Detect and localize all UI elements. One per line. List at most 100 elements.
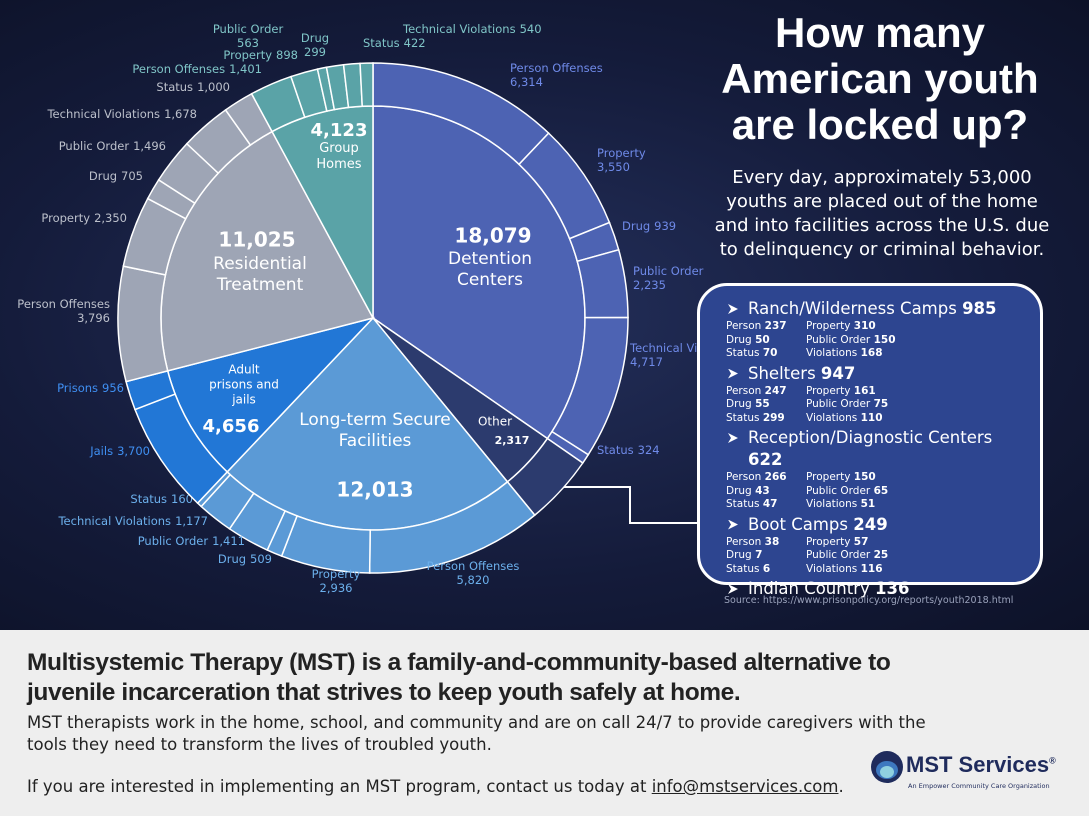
outer-label-value: 1,177 (175, 514, 208, 528)
item-value: 75 (873, 398, 889, 410)
facility-item: Violations 110 (806, 412, 926, 426)
outer-label-value: 160 (171, 492, 193, 506)
inner-value: 4,123 (310, 119, 368, 141)
inner-value: 4,656 (202, 415, 260, 437)
facility-item: Person 237 (726, 320, 806, 334)
item-label: Violations (806, 562, 858, 575)
outer-label-name: Person Offenses (510, 61, 603, 75)
facility-item: Violations 116 (806, 563, 926, 577)
outer-label: Status 422 (363, 36, 426, 50)
outer-label-name: Property (312, 567, 361, 581)
outer-label-value: 939 (654, 219, 676, 233)
body-text: MST therapists work in the home, school,… (27, 713, 926, 754)
facility-item: Status 47 (726, 498, 806, 512)
outer-label: Public Order 1,496 (59, 139, 166, 153)
facility-item: Person 38 (726, 536, 806, 550)
facility-name: Reception/Diagnostic Centers (748, 428, 993, 447)
item-value: 110 (860, 411, 883, 424)
facility-item: Public Order 75 (806, 398, 926, 412)
facility-panel: Ranch/Wilderness Camps 985 Person 237 Prop… (697, 283, 1043, 598)
outer-label-name: Person Offenses (427, 559, 520, 573)
facility-item: Public Order 65 (806, 485, 926, 499)
inner-name: Residential Treatment (213, 253, 307, 295)
item-value: 247 (764, 384, 787, 397)
outer-label-name: Public Order (138, 534, 209, 548)
item-value: 57 (853, 535, 869, 548)
facility-item: Public Order 25 (806, 549, 926, 563)
outer-label-value: 563 (237, 36, 259, 50)
item-value: 266 (764, 471, 787, 483)
item-value: 51 (860, 498, 876, 510)
facility-item: Violations 51 (806, 498, 926, 512)
outer-label-name: Prisons (57, 381, 98, 395)
facility-item: Status 6 (726, 563, 806, 577)
item-label: Public Order (806, 333, 871, 346)
item-label: Public Order (806, 398, 871, 410)
outer-label: Drug 705 (89, 169, 143, 183)
facility-item: Drug 7 (726, 549, 806, 563)
contact-end: . (838, 777, 844, 796)
outer-label-name: Jails (89, 444, 113, 458)
facility-items: Person 247 Property 161 Drug 55 Public Orde… (724, 385, 1028, 426)
item-value: 161 (853, 384, 876, 397)
inner-value: 12,013 (336, 477, 414, 502)
outer-label-name: Drug (218, 552, 246, 566)
item-value: 7 (755, 549, 763, 561)
outer-label-value: 324 (638, 443, 660, 457)
outer-label-name: Person Offenses (17, 297, 110, 311)
logo-mark: ® (1049, 755, 1056, 766)
outer-label: Technical Violations 540 (402, 22, 542, 36)
item-label: Property (806, 320, 851, 332)
contact-text: If you are interested in implementing an… (27, 777, 647, 796)
facility-heading: Shelters 947 (724, 363, 1028, 385)
outer-label-name: Status (130, 492, 167, 506)
item-label: Person (726, 471, 762, 483)
outer-label: Prisons 956 (57, 381, 124, 395)
outer-label-name: Public Order (633, 264, 704, 278)
outer-label-name: Drug (622, 219, 650, 233)
outer-label-value: 898 (276, 48, 298, 62)
inner-name: Detention Centers (447, 248, 532, 290)
outer-label: Technical Violations 1,678 (46, 107, 197, 121)
item-value: 65 (873, 484, 889, 497)
facility-item: Person 266 (726, 471, 806, 485)
facility-items: Person 38 Property 57 Drug 7 Public Order 2… (724, 536, 1028, 577)
item-value: 70 (762, 347, 778, 359)
outer-label: Person Offenses 1,401 (132, 62, 262, 76)
facility: Shelters 947 Person 247 Property 161 Drug 5… (724, 363, 1028, 426)
logo-text: MST Services (906, 752, 1050, 777)
outer-label-name: Technical Violations (402, 22, 516, 36)
outer-label-name: Status (597, 443, 634, 457)
outer-label-name: Technical Violations (46, 107, 160, 121)
outer-label-name: Drug (301, 31, 329, 45)
inner-value: 11,025 (218, 227, 296, 252)
facility-item: Violations 168 (806, 347, 926, 361)
outer-label: Jails 3,700 (89, 444, 150, 458)
facility-total: 622 (748, 450, 783, 469)
facility-total: 947 (820, 363, 856, 383)
item-value: 47 (762, 498, 778, 510)
outer-label-value: 3,700 (117, 444, 150, 458)
item-value: 38 (764, 535, 780, 548)
outer-wedge (117, 265, 169, 383)
item-label: Drug (726, 549, 752, 561)
outer-label-name: Public Order (59, 139, 130, 153)
facility-items: Person 266 Property 150 Drug 43 Public Orde… (724, 471, 1028, 512)
item-label: Violations (806, 498, 858, 510)
outer-label-value: 299 (304, 45, 326, 59)
outer-label-name: Property (223, 48, 272, 62)
email[interactable]: info@mstservices.com (651, 777, 839, 796)
item-value: 299 (762, 411, 785, 424)
outer-label: Property 2,350 (41, 211, 127, 225)
outer-label-value: 2,350 (94, 211, 127, 225)
item-label: Drug (726, 398, 752, 410)
facility-heading: Indian Country 136 (724, 578, 1028, 600)
outer-label: Property 898 (223, 48, 298, 62)
item-label: Property (806, 535, 851, 548)
item-label: Status (726, 411, 760, 424)
inner-value: 18,079 (454, 223, 532, 248)
facility: Indian Country 136 (724, 578, 1028, 600)
outer-label: Property 3,550 (597, 146, 646, 174)
outer-label-value: 1,496 (133, 139, 166, 153)
